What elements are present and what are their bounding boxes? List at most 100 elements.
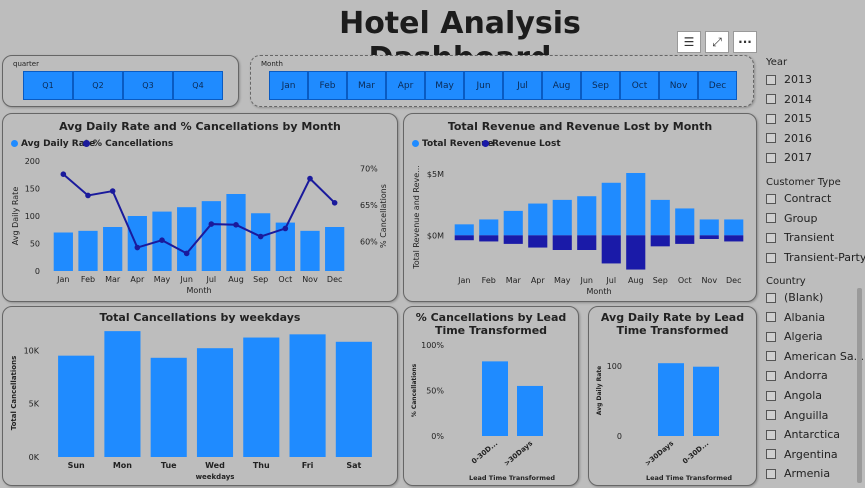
checkbox[interactable] (766, 94, 776, 104)
quarter-option-q3[interactable]: Q3 (123, 71, 173, 100)
bar-adr[interactable] (103, 227, 123, 271)
customer-type-option[interactable]: Transient (766, 231, 834, 244)
bar-total-revenue[interactable] (552, 199, 572, 236)
lead-adr-chart[interactable]: Avg Daily Rate by Lead Time Transformed … (588, 306, 757, 486)
checkbox[interactable] (766, 312, 776, 323)
year-option[interactable]: 2013 (766, 73, 812, 86)
checkbox[interactable] (766, 213, 776, 224)
year-option[interactable]: 2014 (766, 93, 812, 106)
point-cancellations[interactable] (208, 221, 215, 227)
bar-total-revenue[interactable] (724, 219, 744, 236)
bar-total-revenue[interactable] (577, 196, 597, 236)
bar-revenue-lost[interactable] (454, 235, 474, 241)
month-option-sep[interactable]: Sep (581, 71, 620, 100)
bar-adr[interactable] (127, 216, 147, 271)
bar-revenue-lost[interactable] (724, 235, 744, 242)
checkbox[interactable] (766, 351, 776, 362)
revenue-chart[interactable]: Total Revenue and Revenue Lost by Month … (403, 113, 757, 302)
bar-adr[interactable] (325, 227, 345, 271)
country-option[interactable]: American Sa... (766, 350, 864, 363)
country-option[interactable]: Algeria (766, 330, 823, 343)
checkbox[interactable] (766, 74, 776, 85)
country-option[interactable]: Antarctica (766, 428, 840, 441)
country-option[interactable]: (Blank) (766, 291, 823, 304)
bar-total-revenue[interactable] (601, 182, 621, 236)
quarter-option-q2[interactable]: Q2 (73, 71, 123, 100)
checkbox[interactable] (766, 449, 776, 460)
bar-weekday-cancellations[interactable] (58, 355, 95, 457)
bar-weekday-cancellations[interactable] (150, 357, 187, 457)
bar-revenue-lost[interactable] (675, 235, 695, 244)
month-option-aug[interactable]: Aug (542, 71, 581, 100)
bar-total-revenue[interactable] (675, 208, 695, 236)
checkbox[interactable] (766, 429, 776, 440)
point-cancellations[interactable] (331, 200, 338, 206)
checkbox[interactable] (766, 370, 776, 381)
country-scrollbar[interactable] (857, 288, 862, 483)
bar-weekday-cancellations[interactable] (104, 331, 141, 457)
bar-weekday-cancellations[interactable] (289, 334, 326, 457)
lead-cancellations-chart[interactable]: % Cancellations by Lead Time Transformed… (403, 306, 579, 486)
month-option-jul[interactable]: Jul (503, 71, 542, 100)
bar-revenue-lost[interactable] (552, 235, 572, 250)
customer-type-option[interactable]: Transient-Party (766, 251, 865, 264)
bar-adr[interactable] (251, 213, 271, 271)
bar-lead-cancellations[interactable] (482, 361, 508, 436)
point-cancellations[interactable] (183, 250, 190, 257)
checkbox[interactable] (766, 193, 776, 204)
filter-icon[interactable]: ☰ (677, 31, 701, 53)
country-option[interactable]: Anguilla (766, 409, 828, 422)
month-option-jun[interactable]: Jun (464, 71, 503, 100)
bar-revenue-lost[interactable] (503, 235, 523, 244)
point-cancellations[interactable] (85, 192, 91, 199)
bar-weekday-cancellations[interactable] (196, 348, 234, 457)
bar-adr[interactable] (53, 232, 73, 272)
customer-type-option[interactable]: Contract (766, 192, 831, 205)
month-option-jan[interactable]: Jan (269, 71, 308, 100)
bar-adr[interactable] (226, 194, 246, 271)
checkbox[interactable] (766, 292, 776, 303)
customer-type-option[interactable]: Group (766, 212, 818, 225)
bar-revenue-lost[interactable] (577, 235, 597, 250)
point-cancellations[interactable] (60, 171, 67, 177)
month-option-oct[interactable]: Oct (620, 71, 659, 100)
country-option[interactable]: Andorra (766, 369, 828, 382)
adr-cancellations-chart[interactable]: Avg Daily Rate and % Cancellations by Mo… (2, 113, 398, 302)
point-cancellations[interactable] (282, 225, 289, 232)
checkbox[interactable] (766, 468, 776, 479)
year-option[interactable]: 2015 (766, 112, 812, 125)
bar-adr[interactable] (78, 230, 98, 271)
bar-adr[interactable] (300, 230, 320, 271)
bar-adr[interactable] (201, 201, 221, 271)
point-cancellations[interactable] (109, 188, 116, 194)
bar-adr[interactable] (177, 207, 197, 271)
bar-weekday-cancellations[interactable] (243, 337, 280, 457)
country-option[interactable]: Albania (766, 311, 825, 324)
bar-revenue-lost[interactable] (601, 235, 621, 264)
more-options-icon[interactable]: ··· (733, 31, 757, 53)
month-option-dec[interactable]: Dec (698, 71, 737, 100)
month-option-may[interactable]: May (425, 71, 464, 100)
bar-revenue-lost[interactable] (479, 235, 499, 242)
bar-total-revenue[interactable] (503, 210, 523, 236)
month-option-nov[interactable]: Nov (659, 71, 698, 100)
month-option-apr[interactable]: Apr (386, 71, 425, 100)
expand-icon[interactable]: ⤢ (705, 31, 729, 53)
country-option[interactable]: Armenia (766, 467, 830, 480)
checkbox[interactable] (766, 410, 776, 421)
point-cancellations[interactable] (134, 244, 141, 251)
country-option[interactable]: Angola (766, 389, 822, 402)
bar-total-revenue[interactable] (454, 224, 474, 236)
quarter-option-q1[interactable]: Q1 (23, 71, 73, 100)
bar-lead-adr[interactable] (693, 366, 719, 436)
checkbox[interactable] (766, 331, 776, 342)
checkbox[interactable] (766, 152, 776, 163)
bar-total-revenue[interactable] (626, 173, 646, 236)
country-option[interactable]: Argentina (766, 448, 838, 461)
bar-lead-adr[interactable] (658, 363, 684, 436)
bar-total-revenue[interactable] (699, 219, 719, 236)
year-option[interactable]: 2016 (766, 132, 812, 145)
bar-revenue-lost[interactable] (528, 235, 548, 248)
bar-revenue-lost[interactable] (626, 235, 646, 270)
checkbox[interactable] (766, 232, 776, 243)
